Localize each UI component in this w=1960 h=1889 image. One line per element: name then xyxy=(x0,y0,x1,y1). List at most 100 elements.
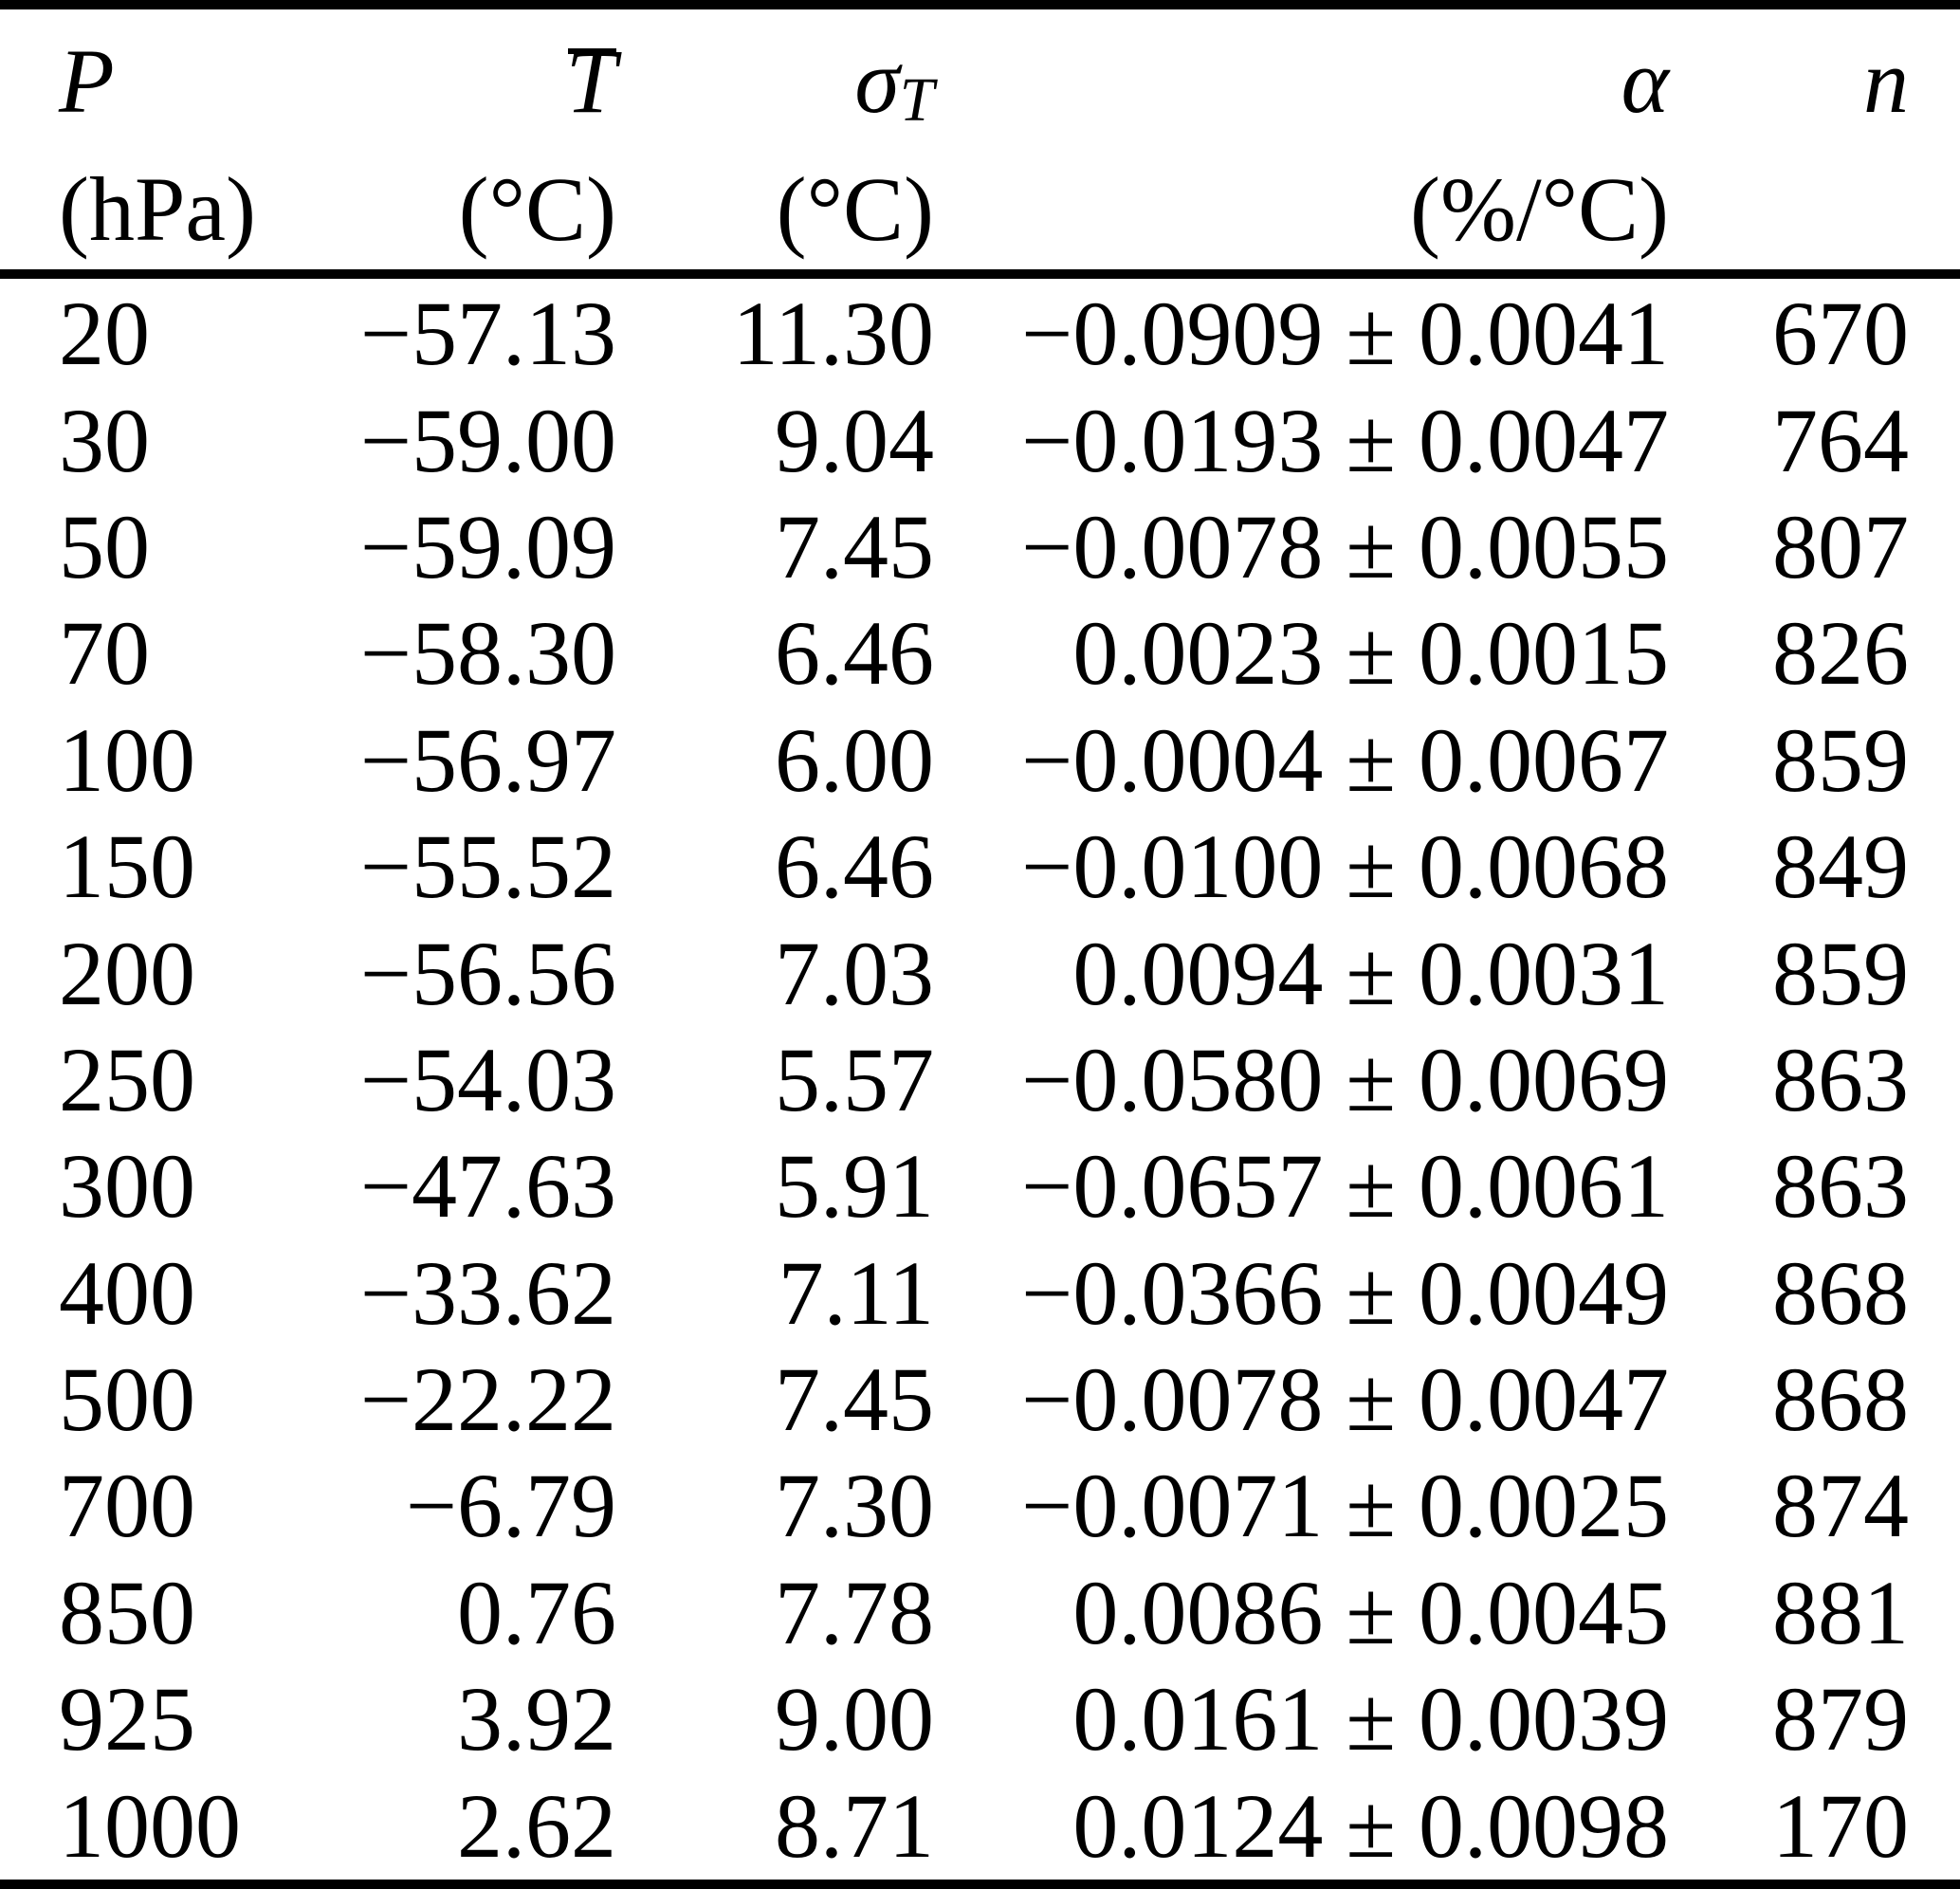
table-row: 850 0.76 7.78 0.0086 ± 0.0045 881 xyxy=(0,1560,1960,1666)
cell-alpha: −0.0071 ± 0.0025 xyxy=(1021,1455,1669,1557)
cell-mean-temperature: −57.13 xyxy=(359,283,616,385)
table-header-rule xyxy=(0,269,1960,279)
cell-pressure: 300 xyxy=(59,1135,195,1238)
cell-pressure: 50 xyxy=(59,495,150,597)
cell-pressure: 200 xyxy=(59,922,195,1024)
cell-alpha: −0.0657 ± 0.0061 xyxy=(1021,1135,1669,1238)
cell-temperature-stddev: 9.04 xyxy=(775,389,934,491)
pressure-unit: (hPa) xyxy=(59,158,256,260)
cell-sample-count: 670 xyxy=(1772,283,1909,385)
cell-mean-temperature: −54.03 xyxy=(359,1028,616,1130)
mean-temperature-unit: (°C) xyxy=(458,158,616,260)
table-row: 20 −57.13 11.30 −0.0909 ± 0.0041 670 xyxy=(0,281,1960,387)
cell-alpha: 0.0023 ± 0.0015 xyxy=(1072,602,1669,705)
cell-sample-count: 859 xyxy=(1772,708,1909,811)
cell-pressure: 850 xyxy=(59,1561,195,1663)
cell-temperature-stddev: 5.57 xyxy=(775,1028,934,1130)
cell-sample-count: 868 xyxy=(1772,1348,1909,1451)
temperature-stddev-unit: (°C) xyxy=(776,158,934,260)
cell-alpha: −0.0100 ± 0.0068 xyxy=(1021,816,1669,918)
cell-mean-temperature: −55.52 xyxy=(359,816,616,918)
header-mean-temperature: T xyxy=(313,30,617,132)
cell-temperature-stddev: 7.78 xyxy=(775,1561,934,1663)
header-temperature-stddev: σT xyxy=(616,36,934,132)
table-row: 500 −22.22 7.45 −0.0078 ± 0.0047 868 xyxy=(0,1347,1960,1453)
cell-pressure: 700 xyxy=(59,1455,195,1557)
cell-pressure: 250 xyxy=(59,1028,195,1130)
cell-mean-temperature: −56.56 xyxy=(359,922,616,1024)
cell-alpha: −0.0909 ± 0.0041 xyxy=(1021,283,1669,385)
sigma-symbol: σ xyxy=(854,30,900,132)
cell-temperature-stddev: 7.45 xyxy=(775,495,934,597)
mean-temperature-symbol: T xyxy=(565,30,617,132)
table-row: 100 −56.97 6.00 −0.0004 ± 0.0067 859 xyxy=(0,707,1960,814)
cell-temperature-stddev: 8.71 xyxy=(775,1774,934,1877)
alpha-unit: (%/°C) xyxy=(1410,158,1669,260)
table-row: 200 −56.56 7.03 0.0094 ± 0.0031 859 xyxy=(0,920,1960,1026)
table-top-rule xyxy=(0,0,1960,9)
cell-sample-count: 874 xyxy=(1772,1455,1909,1557)
cell-pressure: 150 xyxy=(59,816,195,918)
cell-temperature-stddev: 5.91 xyxy=(775,1135,934,1238)
cell-alpha: −0.0078 ± 0.0047 xyxy=(1021,1348,1669,1451)
cell-mean-temperature: 3.92 xyxy=(457,1668,616,1770)
cell-alpha: −0.0193 ± 0.0047 xyxy=(1021,389,1669,491)
table-row: 70 −58.30 6.46 0.0023 ± 0.0015 826 xyxy=(0,600,1960,706)
table-row: 50 −59.09 7.45 −0.0078 ± 0.0055 807 xyxy=(0,494,1960,600)
table-row: 30 −59.00 9.04 −0.0193 ± 0.0047 764 xyxy=(0,387,1960,493)
cell-sample-count: 764 xyxy=(1772,389,1909,491)
cell-sample-count: 879 xyxy=(1772,1668,1909,1770)
cell-sample-count: 859 xyxy=(1772,922,1909,1024)
header-alpha: α xyxy=(934,36,1669,127)
cell-sample-count: 170 xyxy=(1772,1774,1909,1877)
cell-alpha: −0.0580 ± 0.0069 xyxy=(1021,1028,1669,1130)
alpha-symbol: α xyxy=(1621,30,1669,132)
table-header-symbols-row: P T σT α n xyxy=(0,11,1960,152)
cell-mean-temperature: −58.30 xyxy=(359,602,616,705)
table-row: 300 −47.63 5.91 −0.0657 ± 0.0061 863 xyxy=(0,1133,1960,1239)
cell-sample-count: 807 xyxy=(1772,495,1909,597)
cell-alpha: 0.0094 ± 0.0031 xyxy=(1072,922,1669,1024)
cell-mean-temperature: −22.22 xyxy=(359,1348,616,1451)
cell-temperature-stddev: 9.00 xyxy=(775,1668,934,1770)
table-row: 925 3.92 9.00 0.0161 ± 0.0039 879 xyxy=(0,1666,1960,1772)
cell-mean-temperature: −59.09 xyxy=(359,495,616,597)
cell-pressure: 20 xyxy=(59,283,150,385)
n-symbol: n xyxy=(1863,30,1909,132)
cell-sample-count: 863 xyxy=(1772,1028,1909,1130)
cell-temperature-stddev: 7.03 xyxy=(775,922,934,1024)
table-row: 250 −54.03 5.57 −0.0580 ± 0.0069 863 xyxy=(0,1027,1960,1133)
cell-pressure: 1000 xyxy=(59,1774,241,1877)
cell-sample-count: 881 xyxy=(1772,1561,1909,1663)
cell-pressure: 100 xyxy=(59,708,195,811)
header-sample-count: n xyxy=(1669,36,1960,127)
cell-pressure: 500 xyxy=(59,1348,195,1451)
cell-temperature-stddev: 6.00 xyxy=(775,708,934,811)
cell-mean-temperature: −6.79 xyxy=(405,1455,616,1557)
table-body: 20 −57.13 11.30 −0.0909 ± 0.0041 670 30 −59.00… xyxy=(0,281,1960,1880)
cell-sample-count: 868 xyxy=(1772,1241,1909,1344)
cell-pressure: 30 xyxy=(59,389,150,491)
table-row: 150 −55.52 6.46 −0.0100 ± 0.0068 849 xyxy=(0,814,1960,920)
header-pressure: P xyxy=(0,36,313,127)
cell-temperature-stddev: 7.30 xyxy=(775,1455,934,1557)
cell-temperature-stddev: 11.30 xyxy=(732,283,934,385)
cell-alpha: 0.0124 ± 0.0098 xyxy=(1072,1774,1669,1877)
table-header-units-row: (hPa) (°C) (°C) (%/°C) xyxy=(0,152,1960,267)
cell-pressure: 925 xyxy=(59,1668,195,1770)
cell-temperature-stddev: 7.11 xyxy=(778,1241,934,1344)
cell-temperature-stddev: 6.46 xyxy=(775,602,934,705)
cell-mean-temperature: −56.97 xyxy=(359,708,616,811)
cell-alpha: −0.0366 ± 0.0049 xyxy=(1021,1241,1669,1344)
cell-alpha: 0.0086 ± 0.0045 xyxy=(1072,1561,1669,1663)
pressure-symbol: P xyxy=(59,30,115,132)
cell-temperature-stddev: 7.45 xyxy=(775,1348,934,1451)
cell-mean-temperature: 2.62 xyxy=(457,1774,616,1877)
cell-pressure: 400 xyxy=(59,1241,195,1344)
cell-mean-temperature: −59.00 xyxy=(359,389,616,491)
cell-sample-count: 826 xyxy=(1772,602,1909,705)
sigma-subscript: T xyxy=(899,66,934,136)
cell-sample-count: 863 xyxy=(1772,1135,1909,1238)
cell-alpha: 0.0161 ± 0.0039 xyxy=(1072,1668,1669,1770)
